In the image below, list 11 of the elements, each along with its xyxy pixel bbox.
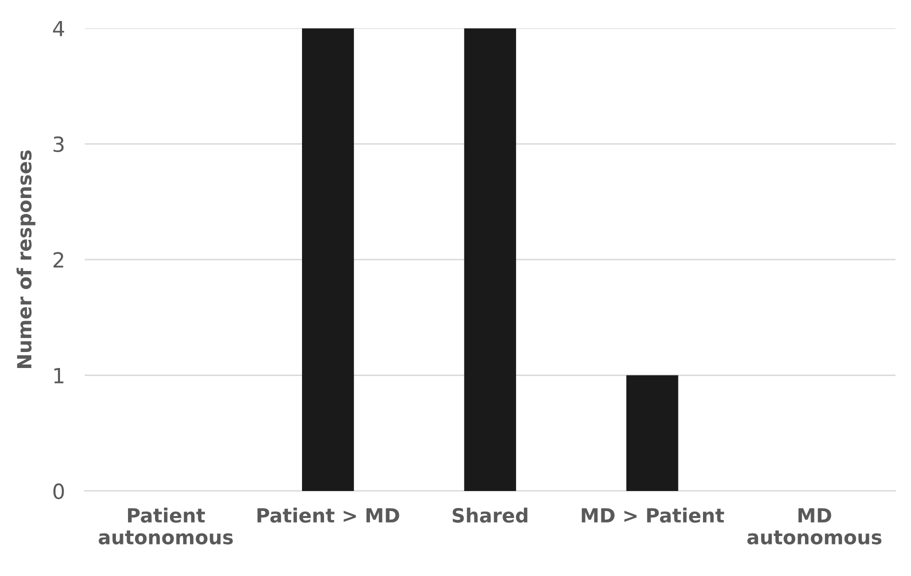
- x-tick-label: MD > Patient: [582, 508, 724, 523]
- y-axis-title: Numer of responses: [16, 150, 36, 368]
- x-tick-label: Shared: [452, 508, 528, 523]
- y-tick-label: 2: [54, 252, 64, 268]
- y-tick-label: 1: [54, 368, 64, 384]
- y-tick-label: 3: [54, 136, 64, 152]
- x-tick-label: Patient autonomous: [98, 508, 233, 544]
- x-tick-label: MD autonomous: [747, 508, 882, 544]
- y-tick-label: 0: [53, 483, 64, 500]
- x-tick-label: Patient > MD: [258, 508, 400, 523]
- y-tick-label: 4: [53, 20, 64, 36]
